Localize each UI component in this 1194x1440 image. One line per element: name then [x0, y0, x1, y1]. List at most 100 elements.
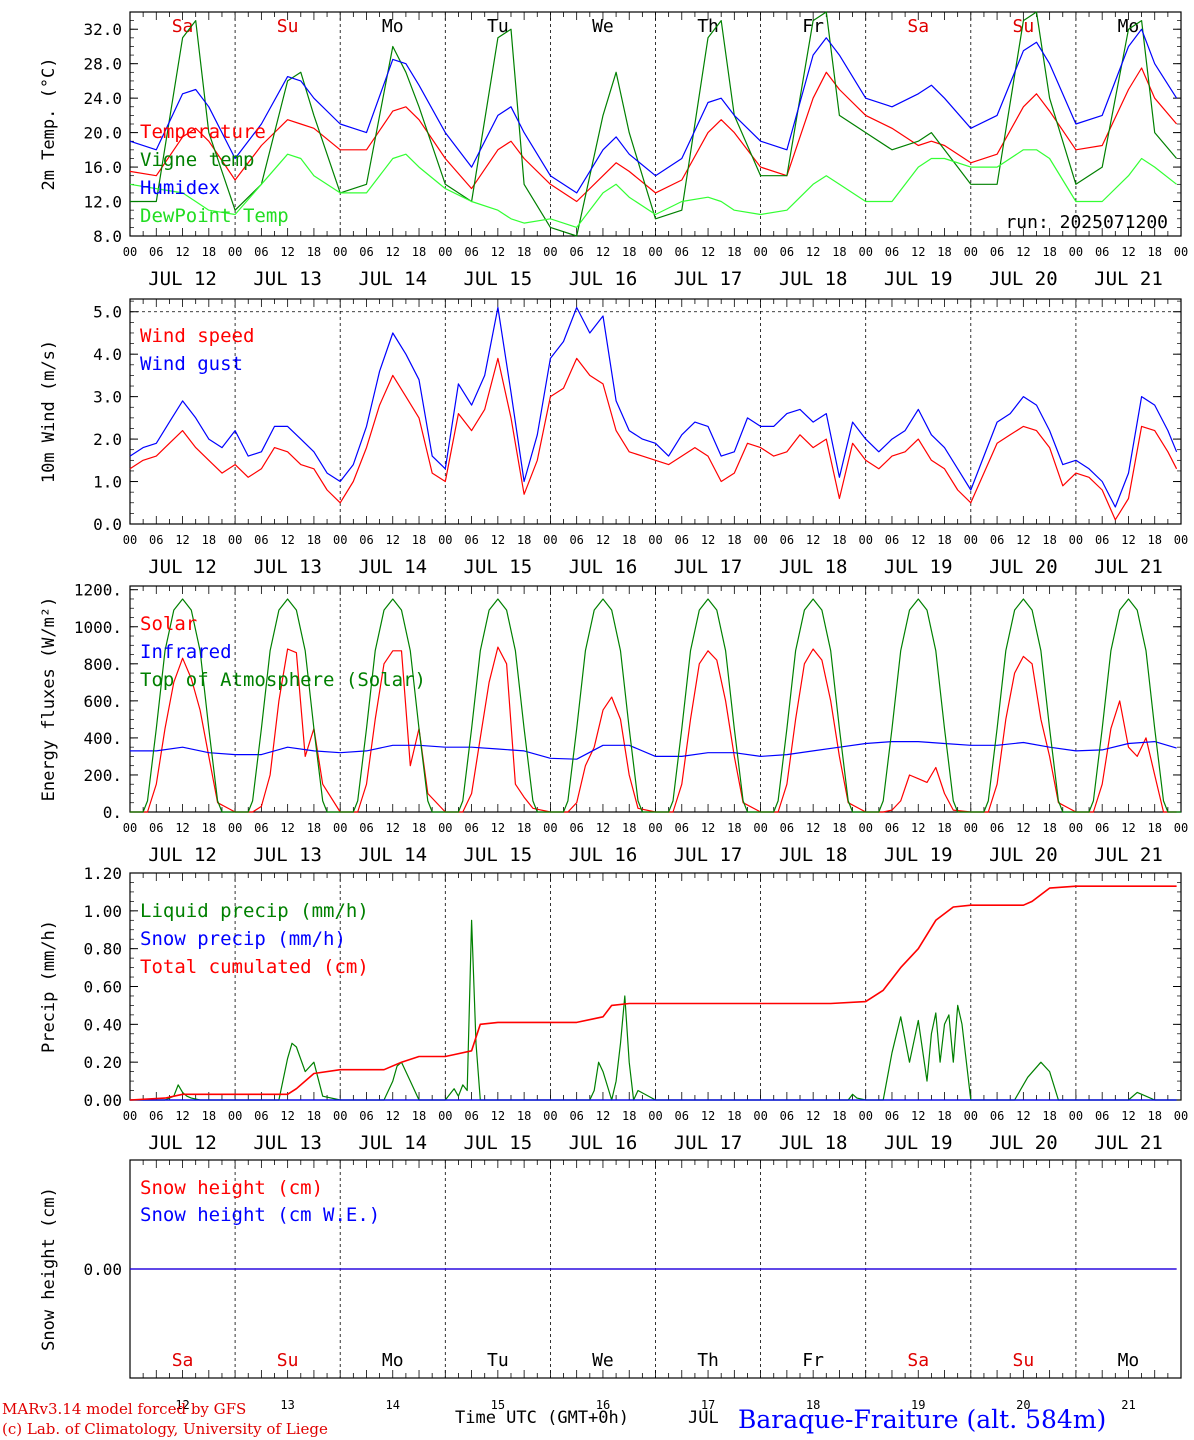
weekday-label: Fr [802, 16, 824, 37]
hour-label: 00 [753, 1109, 767, 1123]
hour-label: 06 [990, 245, 1004, 259]
hour-label: 06 [254, 1109, 268, 1123]
hour-label: 18 [307, 1109, 321, 1123]
hour-label: 06 [359, 533, 373, 547]
legend-entry-2: Infrared [140, 641, 232, 663]
hour-label: 12 [701, 533, 715, 547]
hour-label: 12 [806, 821, 820, 835]
hour-label: 00 [648, 1109, 662, 1123]
y-tick-label: 1000. [74, 618, 122, 637]
panel-frame [129, 11, 1182, 237]
hour-label: 12 [1016, 821, 1030, 835]
y-tick-label: 200. [83, 766, 122, 785]
hour-label: 18 [412, 245, 426, 259]
hour-label: 18 [727, 1109, 741, 1123]
hour-label: 00 [858, 821, 872, 835]
day-number-label: 18 [806, 1398, 820, 1412]
hour-label: 00 [438, 821, 452, 835]
hour-label: 00 [228, 1109, 242, 1123]
y-tick-label: 28.0 [83, 55, 122, 74]
hour-label: 00 [543, 1109, 557, 1123]
date-label: JUL 14 [358, 268, 427, 290]
hour-label: 18 [412, 1109, 426, 1123]
hour-label: 00 [648, 533, 662, 547]
date-label: JUL 14 [358, 1132, 427, 1154]
hour-label: 06 [1095, 1109, 1109, 1123]
date-label: JUL 18 [779, 1132, 848, 1154]
hour-label: 00 [1069, 821, 1083, 835]
hour-label: 12 [386, 821, 400, 835]
hour-label: 18 [517, 533, 531, 547]
credit-line-2: (c) Lab. of Climatology, University of L… [2, 1420, 328, 1438]
hour-label: 18 [622, 533, 636, 547]
y-axis-label: Energy fluxes (W/m²) [39, 597, 59, 802]
weekday-label: Fr [802, 1350, 824, 1371]
weekday-label: Sa [907, 1350, 929, 1371]
hour-label: 18 [1042, 1109, 1056, 1123]
y-tick-label: 1.0 [93, 473, 122, 492]
date-label: JUL 16 [569, 1132, 638, 1154]
date-label: JUL 14 [358, 556, 427, 578]
hour-label: 12 [596, 1109, 610, 1123]
hour-label: 00 [333, 1109, 347, 1123]
hour-label: 12 [175, 533, 189, 547]
hour-label: 00 [1069, 533, 1083, 547]
date-label: JUL 19 [884, 556, 953, 578]
hour-label: 12 [491, 533, 505, 547]
hour-label: 06 [885, 1109, 899, 1123]
hour-label: 12 [1121, 533, 1135, 547]
hour-label: 06 [569, 533, 583, 547]
legend-entry-2: Wind gust [140, 353, 243, 375]
legend-entry-4: DewPoint Temp [140, 205, 289, 227]
weekday-label: Sa [172, 16, 194, 37]
date-label: JUL 13 [253, 844, 322, 866]
hour-label: 18 [832, 1109, 846, 1123]
date-label: JUL 12 [148, 844, 217, 866]
day-number-label: 17 [701, 1398, 715, 1412]
hour-label: 18 [202, 821, 216, 835]
hour-label: 00 [123, 245, 137, 259]
hour-label: 00 [964, 821, 978, 835]
hour-label: 06 [1095, 245, 1109, 259]
panel-4: 0.00 0.20 0.40 0.60 0.80 1.00 1.20 Precip (mm/h… [39, 864, 1188, 1154]
hour-label: 00 [1069, 245, 1083, 259]
hour-label: 18 [1147, 821, 1161, 835]
date-label: JUL 18 [779, 556, 848, 578]
series-line-1 [129, 67, 1178, 203]
hour-label: 18 [517, 245, 531, 259]
hour-label: 06 [359, 1109, 373, 1123]
hour-label: 12 [701, 245, 715, 259]
y-tick-label: 0.60 [83, 978, 122, 997]
hour-label: 00 [753, 821, 767, 835]
series-line-4 [129, 149, 1177, 228]
weekday-label: Mo [1118, 1350, 1140, 1371]
date-label: JUL 12 [148, 556, 217, 578]
hour-label: 12 [1016, 245, 1030, 259]
series-line-2 [130, 11, 1178, 237]
hour-label: 18 [202, 533, 216, 547]
hour-label: 12 [280, 245, 294, 259]
hour-label: 12 [1121, 245, 1135, 259]
hour-label: 00 [964, 533, 978, 547]
weekday-label: Tu [487, 16, 509, 37]
y-tick-label: 12.0 [83, 193, 122, 212]
hour-label: 12 [386, 1109, 400, 1123]
date-label: JUL 15 [464, 844, 533, 866]
hour-label: 12 [911, 821, 925, 835]
date-label: JUL 16 [569, 268, 638, 290]
hour-label: 18 [412, 821, 426, 835]
date-label: JUL 15 [464, 556, 533, 578]
legend-entry-2: Snow height (cm W.E.) [140, 1204, 380, 1226]
hour-label: 00 [1174, 245, 1188, 259]
date-label: JUL 17 [674, 844, 743, 866]
legend-entry-3: Total cumulated (cm) [140, 956, 369, 978]
date-label: JUL 12 [148, 1132, 217, 1154]
hour-label: 00 [438, 245, 452, 259]
date-label: JUL 20 [989, 1132, 1058, 1154]
weekday-label: Mo [382, 1350, 404, 1371]
weekday-label: Su [1013, 16, 1035, 37]
series-line-2 [130, 740, 1177, 760]
day-number-label: 19 [911, 1398, 925, 1412]
hour-label: 18 [622, 1109, 636, 1123]
